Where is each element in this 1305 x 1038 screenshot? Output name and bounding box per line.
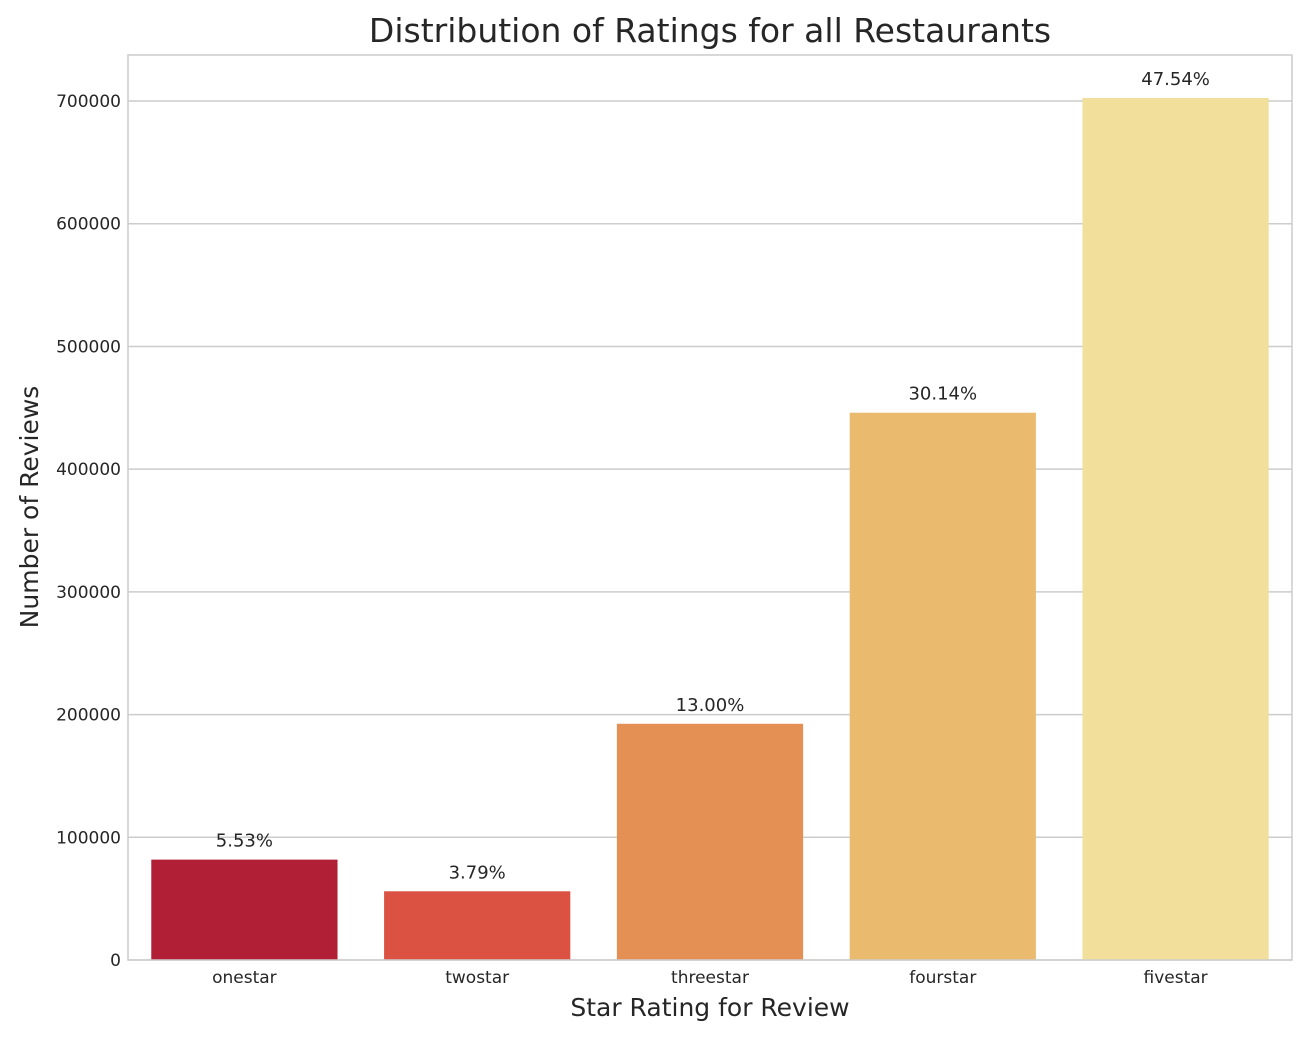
data-label: 3.79%: [449, 862, 506, 883]
plot-frame: [127, 54, 1293, 961]
y-tick-label: 200000: [56, 706, 121, 726]
x-axis-title: Star Rating for Review: [570, 993, 849, 1022]
bars: [151, 97, 1269, 960]
data-label: 13.00%: [676, 695, 745, 716]
x-tick-label: fivestar: [1144, 968, 1208, 988]
bar-onestar: [151, 859, 338, 960]
y-tick-label: 500000: [56, 337, 121, 357]
x-tick-label: onestar: [212, 968, 277, 988]
x-tick-label: twostar: [445, 968, 509, 988]
bar-fivestar: [1082, 97, 1269, 960]
y-tick-label: 100000: [56, 828, 121, 848]
x-tick-label: fourstar: [909, 968, 976, 988]
bar-fourstar: [849, 412, 1036, 960]
x-axis-ticks: onestar twostar threestar fourstar fivestar: [212, 968, 1208, 988]
data-label: 5.53%: [216, 831, 273, 852]
y-tick-label: 400000: [56, 460, 121, 480]
chart-title: Distribution of Ratings for all Restaura…: [369, 11, 1051, 50]
x-tick-label: threestar: [671, 968, 749, 988]
y-tick-label: 600000: [56, 215, 121, 235]
y-axis-title: Number of Reviews: [15, 386, 44, 629]
data-labels: 5.53% 3.79% 13.00% 30.14% 47.54%: [216, 69, 1210, 883]
gridlines: [128, 100, 1292, 961]
y-tick-label: 700000: [56, 92, 121, 112]
y-tick-label: 0: [110, 951, 121, 971]
y-axis-ticks: 0 100000 200000 300000 400000 500000 600000 700…: [56, 92, 121, 971]
bar-threestar: [616, 723, 804, 960]
data-label: 47.54%: [1141, 69, 1210, 90]
bar-twostar: [384, 891, 571, 960]
y-tick-label: 300000: [56, 583, 121, 603]
data-label: 30.14%: [908, 384, 977, 405]
